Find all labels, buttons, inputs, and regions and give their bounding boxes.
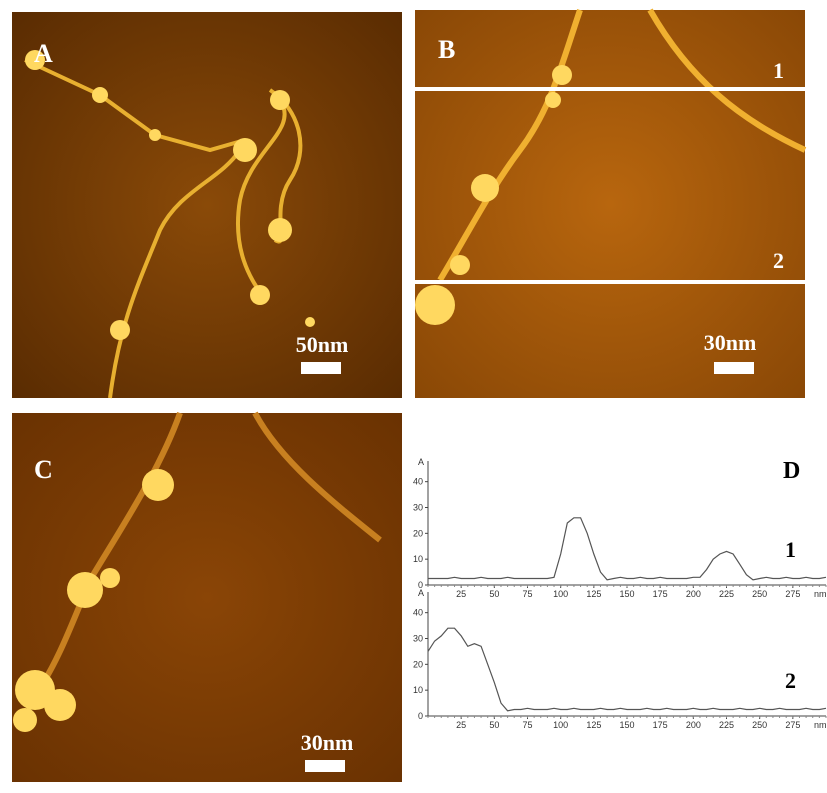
x-tick-label: 225 [719, 589, 734, 599]
scale-bar [301, 362, 341, 374]
y-tick-label: 30 [413, 634, 423, 644]
y-tick-label: 40 [413, 608, 423, 618]
line-label: 2 [773, 248, 784, 273]
panel-label: B [438, 35, 455, 64]
x-tick-label: 175 [653, 720, 668, 730]
x-tick-label: 100 [553, 720, 568, 730]
profile-annotation: 1 [785, 537, 796, 562]
y-tick-label: 40 [413, 477, 423, 487]
figure: A 50nm 1 2 B 30nm C 30nm D Anm0102030402… [0, 0, 827, 793]
x-tick-label: 75 [522, 720, 532, 730]
panel-a: A 50nm [12, 12, 402, 398]
x-tick-label: 275 [785, 589, 800, 599]
y-axis-label: A [418, 588, 424, 598]
x-tick-label: 175 [653, 589, 668, 599]
y-tick-label: 20 [413, 659, 423, 669]
scale-bar-label: 50nm [296, 332, 349, 357]
x-tick-label: 225 [719, 720, 734, 730]
scale-bar [305, 760, 345, 772]
x-tick-label: 150 [619, 720, 634, 730]
y-tick-label: 20 [413, 528, 423, 538]
x-tick-label: 125 [586, 589, 601, 599]
x-tick-label: 25 [456, 720, 466, 730]
y-axis-label: A [418, 457, 424, 467]
panel-label: A [34, 39, 53, 68]
panel-b: 1 2 B 30nm [415, 10, 805, 398]
panel-c: C 30nm [12, 413, 402, 782]
scale-bar-label: 30nm [301, 730, 354, 755]
x-tick-label: 25 [456, 589, 466, 599]
x-tick-label: 250 [752, 589, 767, 599]
x-tick-label: 200 [686, 720, 701, 730]
x-tick-label: 100 [553, 589, 568, 599]
x-tick-label: 200 [686, 589, 701, 599]
profile-line [428, 628, 826, 711]
panel-label: D [783, 458, 800, 484]
x-axis-label: nm [814, 589, 827, 599]
y-tick-label: 30 [413, 503, 423, 513]
y-tick-label: 10 [413, 685, 423, 695]
x-tick-label: 125 [586, 720, 601, 730]
x-tick-label: 50 [489, 589, 499, 599]
profile-annotation: 2 [785, 668, 796, 693]
x-tick-label: 150 [619, 589, 634, 599]
panel-label: C [34, 455, 53, 484]
y-tick-label: 10 [413, 554, 423, 564]
scale-bar [714, 362, 754, 374]
x-tick-label: 275 [785, 720, 800, 730]
line-label: 1 [773, 58, 784, 83]
x-axis-label: nm [814, 720, 827, 730]
x-tick-label: 75 [522, 589, 532, 599]
profile-line [428, 518, 826, 580]
x-tick-label: 50 [489, 720, 499, 730]
x-tick-label: 250 [752, 720, 767, 730]
y-tick-label: 0 [418, 711, 423, 721]
scale-bar-label: 30nm [704, 330, 757, 355]
